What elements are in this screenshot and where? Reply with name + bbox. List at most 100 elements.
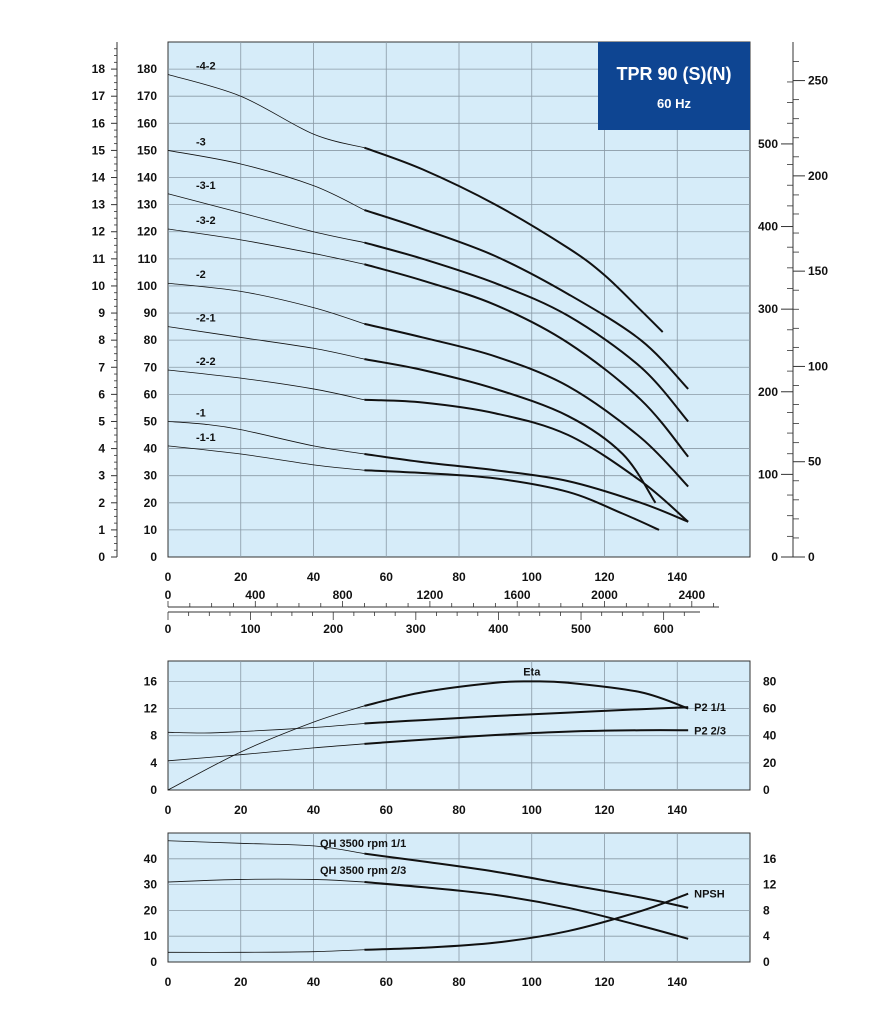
h-ft-tick-label: 200 (758, 385, 778, 399)
axis-layer (111, 42, 805, 620)
power-q-tick-label: 0 (165, 803, 172, 817)
curve-0-8-thin (167, 445, 365, 471)
curve-0-8-bold (364, 469, 660, 531)
curve-0-4-thin (167, 282, 365, 325)
kgcm2-tick-label: 18 (92, 62, 106, 76)
kgcm2-tick-label: 10 (92, 279, 106, 293)
kgcm2-tick-label: 12 (92, 225, 106, 239)
curve-0-0-bold (364, 146, 664, 333)
label-layer: 0102030405060708090100110120130140150160… (92, 61, 829, 989)
npsh-h-tick-label: 0 (150, 955, 157, 969)
h-m-tick-label: 80 (144, 333, 158, 347)
npsh-curve-label: NPSH (694, 889, 725, 901)
h-m-tick-label: 10 (144, 523, 158, 537)
psi-tick-label: 150 (808, 264, 828, 278)
q-m3h-tick-label: 100 (522, 570, 542, 584)
h-m-tick-label: 130 (137, 198, 157, 212)
npsh-q-tick-label: 40 (307, 975, 321, 989)
p2-tick-label: 4 (150, 756, 157, 770)
q-lmin-tick-label: 0 (165, 588, 172, 602)
npsh-tick-label: 8 (763, 903, 770, 917)
npsh-tick-label: 4 (763, 929, 770, 943)
curve-1-0-bold (364, 706, 689, 725)
eta-curve-label: Eta (523, 666, 541, 678)
curve-1-1-bold (364, 729, 689, 745)
p2-tick-label: 12 (144, 702, 158, 716)
h-ft-tick-label: 300 (758, 302, 778, 316)
h-m-tick-label: 120 (137, 225, 157, 239)
npsh-q-tick-label: 0 (165, 975, 172, 989)
kgcm2-tick-label: 5 (98, 414, 105, 428)
q-lmin-tick-label: 400 (245, 588, 265, 602)
npsh-h-tick-label: 40 (144, 852, 158, 866)
kgcm2-tick-label: 4 (98, 442, 105, 456)
npsh-q-tick-label: 60 (380, 975, 394, 989)
h-m-tick-label: 0 (150, 550, 157, 564)
npsh-q-tick-label: 80 (452, 975, 466, 989)
q-m3h-tick-label: 40 (307, 570, 321, 584)
q-m3h-tick-label: 80 (452, 570, 466, 584)
power-q-tick-label: 40 (307, 803, 321, 817)
p2-tick-label: 0 (150, 783, 157, 797)
h-ft-tick-label: 400 (758, 220, 778, 234)
q-lmin-tick-label: 2000 (591, 588, 618, 602)
eta-tick-label: 20 (763, 756, 777, 770)
h-m-tick-label: 60 (144, 387, 158, 401)
kgcm2-tick-label: 3 (98, 469, 105, 483)
psi-tick-label: 250 (808, 74, 828, 88)
q-gpm-tick-label: 500 (571, 622, 591, 636)
curve-0-0-thin (167, 74, 365, 149)
p2-tick-label: 16 (144, 674, 158, 688)
h-ft-tick-label: 500 (758, 137, 778, 151)
curve-2-1-thin (167, 878, 365, 883)
curve-0-2-bold (364, 241, 689, 423)
h-m-tick-label: 180 (137, 62, 157, 76)
power-q-tick-label: 140 (667, 803, 687, 817)
q-lmin-tick-label: 1600 (504, 588, 531, 602)
curve-0-6-thin (167, 369, 365, 401)
psi-tick-label: 50 (808, 455, 822, 469)
eta-tick-label: 80 (763, 674, 777, 688)
curve-1-2-bold (364, 680, 689, 710)
curve-2-2-thin (167, 949, 365, 953)
head-curve-label: -2-2 (196, 356, 216, 368)
frequency-label: 60 Hz (657, 96, 691, 111)
model-title: TPR 90 (S)(N) (616, 64, 731, 84)
head-curve-label: -3-1 (196, 180, 216, 192)
h-m-tick-label: 70 (144, 360, 158, 374)
curve-0-4-bold (364, 322, 689, 488)
npsh-h-tick-label: 20 (144, 903, 158, 917)
h-m-tick-label: 140 (137, 171, 157, 185)
q-gpm-tick-label: 100 (241, 622, 261, 636)
npsh-q-tick-label: 140 (667, 975, 687, 989)
kgcm2-tick-label: 15 (92, 143, 106, 157)
p2-tick-label: 8 (150, 729, 157, 743)
qh-curve-label: QH 3500 rpm 1/1 (320, 838, 406, 850)
curve-layer (167, 74, 689, 953)
kgcm2-tick-label: 13 (92, 198, 106, 212)
psi-tick-label: 0 (808, 550, 815, 564)
q-lmin-tick-label: 800 (333, 588, 353, 602)
curve-0-3-thin (167, 228, 365, 265)
curve-0-1-bold (364, 209, 689, 390)
q-lmin-tick-label: 1200 (417, 588, 444, 602)
npsh-q-tick-label: 20 (234, 975, 248, 989)
head-curve-label: -4-2 (196, 61, 216, 73)
kgcm2-tick-label: 2 (98, 496, 105, 510)
curve-0-5-thin (167, 326, 365, 360)
q-gpm-tick-label: 600 (654, 622, 674, 636)
curve-2-2-bold (364, 892, 689, 951)
power-q-tick-label: 120 (594, 803, 614, 817)
curve-2-1-bold (364, 881, 689, 940)
eta-tick-label: 60 (763, 702, 777, 716)
eta-tick-label: 0 (763, 783, 770, 797)
power-q-tick-label: 100 (522, 803, 542, 817)
curve-0-7-bold (364, 453, 689, 523)
q-gpm-tick-label: 400 (488, 622, 508, 636)
qh-curve-label: QH 3500 rpm 2/3 (320, 865, 406, 877)
kgcm2-tick-label: 1 (98, 523, 105, 537)
psi-tick-label: 100 (808, 359, 828, 373)
q-gpm-tick-label: 300 (406, 622, 426, 636)
kgcm2-tick-label: 8 (98, 333, 105, 347)
curve-0-5-bold (364, 358, 657, 504)
